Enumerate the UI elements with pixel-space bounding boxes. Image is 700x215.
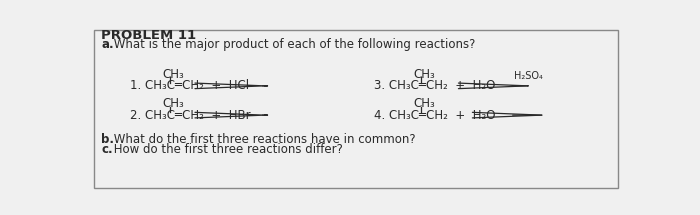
Text: What do the first three reactions have in common?: What do the first three reactions have i… bbox=[110, 133, 416, 146]
Text: a.: a. bbox=[102, 38, 114, 51]
Text: PROBLEM 11: PROBLEM 11 bbox=[102, 29, 197, 41]
Text: c.: c. bbox=[102, 143, 113, 156]
Text: How do the first three reactions differ?: How do the first three reactions differ? bbox=[110, 143, 343, 156]
Text: CH₃: CH₃ bbox=[413, 97, 435, 110]
Text: CH₃: CH₃ bbox=[413, 68, 435, 81]
Text: CH₃: CH₃ bbox=[162, 97, 184, 110]
Text: 3. CH₃C═CH₂  +  H₂O: 3. CH₃C═CH₂ + H₂O bbox=[374, 79, 496, 92]
Text: 1. CH₃C═CH₂  +  HCl: 1. CH₃C═CH₂ + HCl bbox=[130, 79, 249, 92]
Text: What is the major product of each of the following reactions?: What is the major product of each of the… bbox=[110, 38, 475, 51]
Text: H₂SO₄: H₂SO₄ bbox=[514, 71, 542, 81]
Text: 2. CH₃C═CH₂  +  HBr: 2. CH₃C═CH₂ + HBr bbox=[130, 109, 251, 122]
FancyBboxPatch shape bbox=[94, 30, 617, 188]
Text: CH₃: CH₃ bbox=[162, 68, 184, 81]
Text: 4. CH₃C═CH₂  +  H₂O: 4. CH₃C═CH₂ + H₂O bbox=[374, 109, 496, 122]
Text: b.: b. bbox=[102, 133, 115, 146]
